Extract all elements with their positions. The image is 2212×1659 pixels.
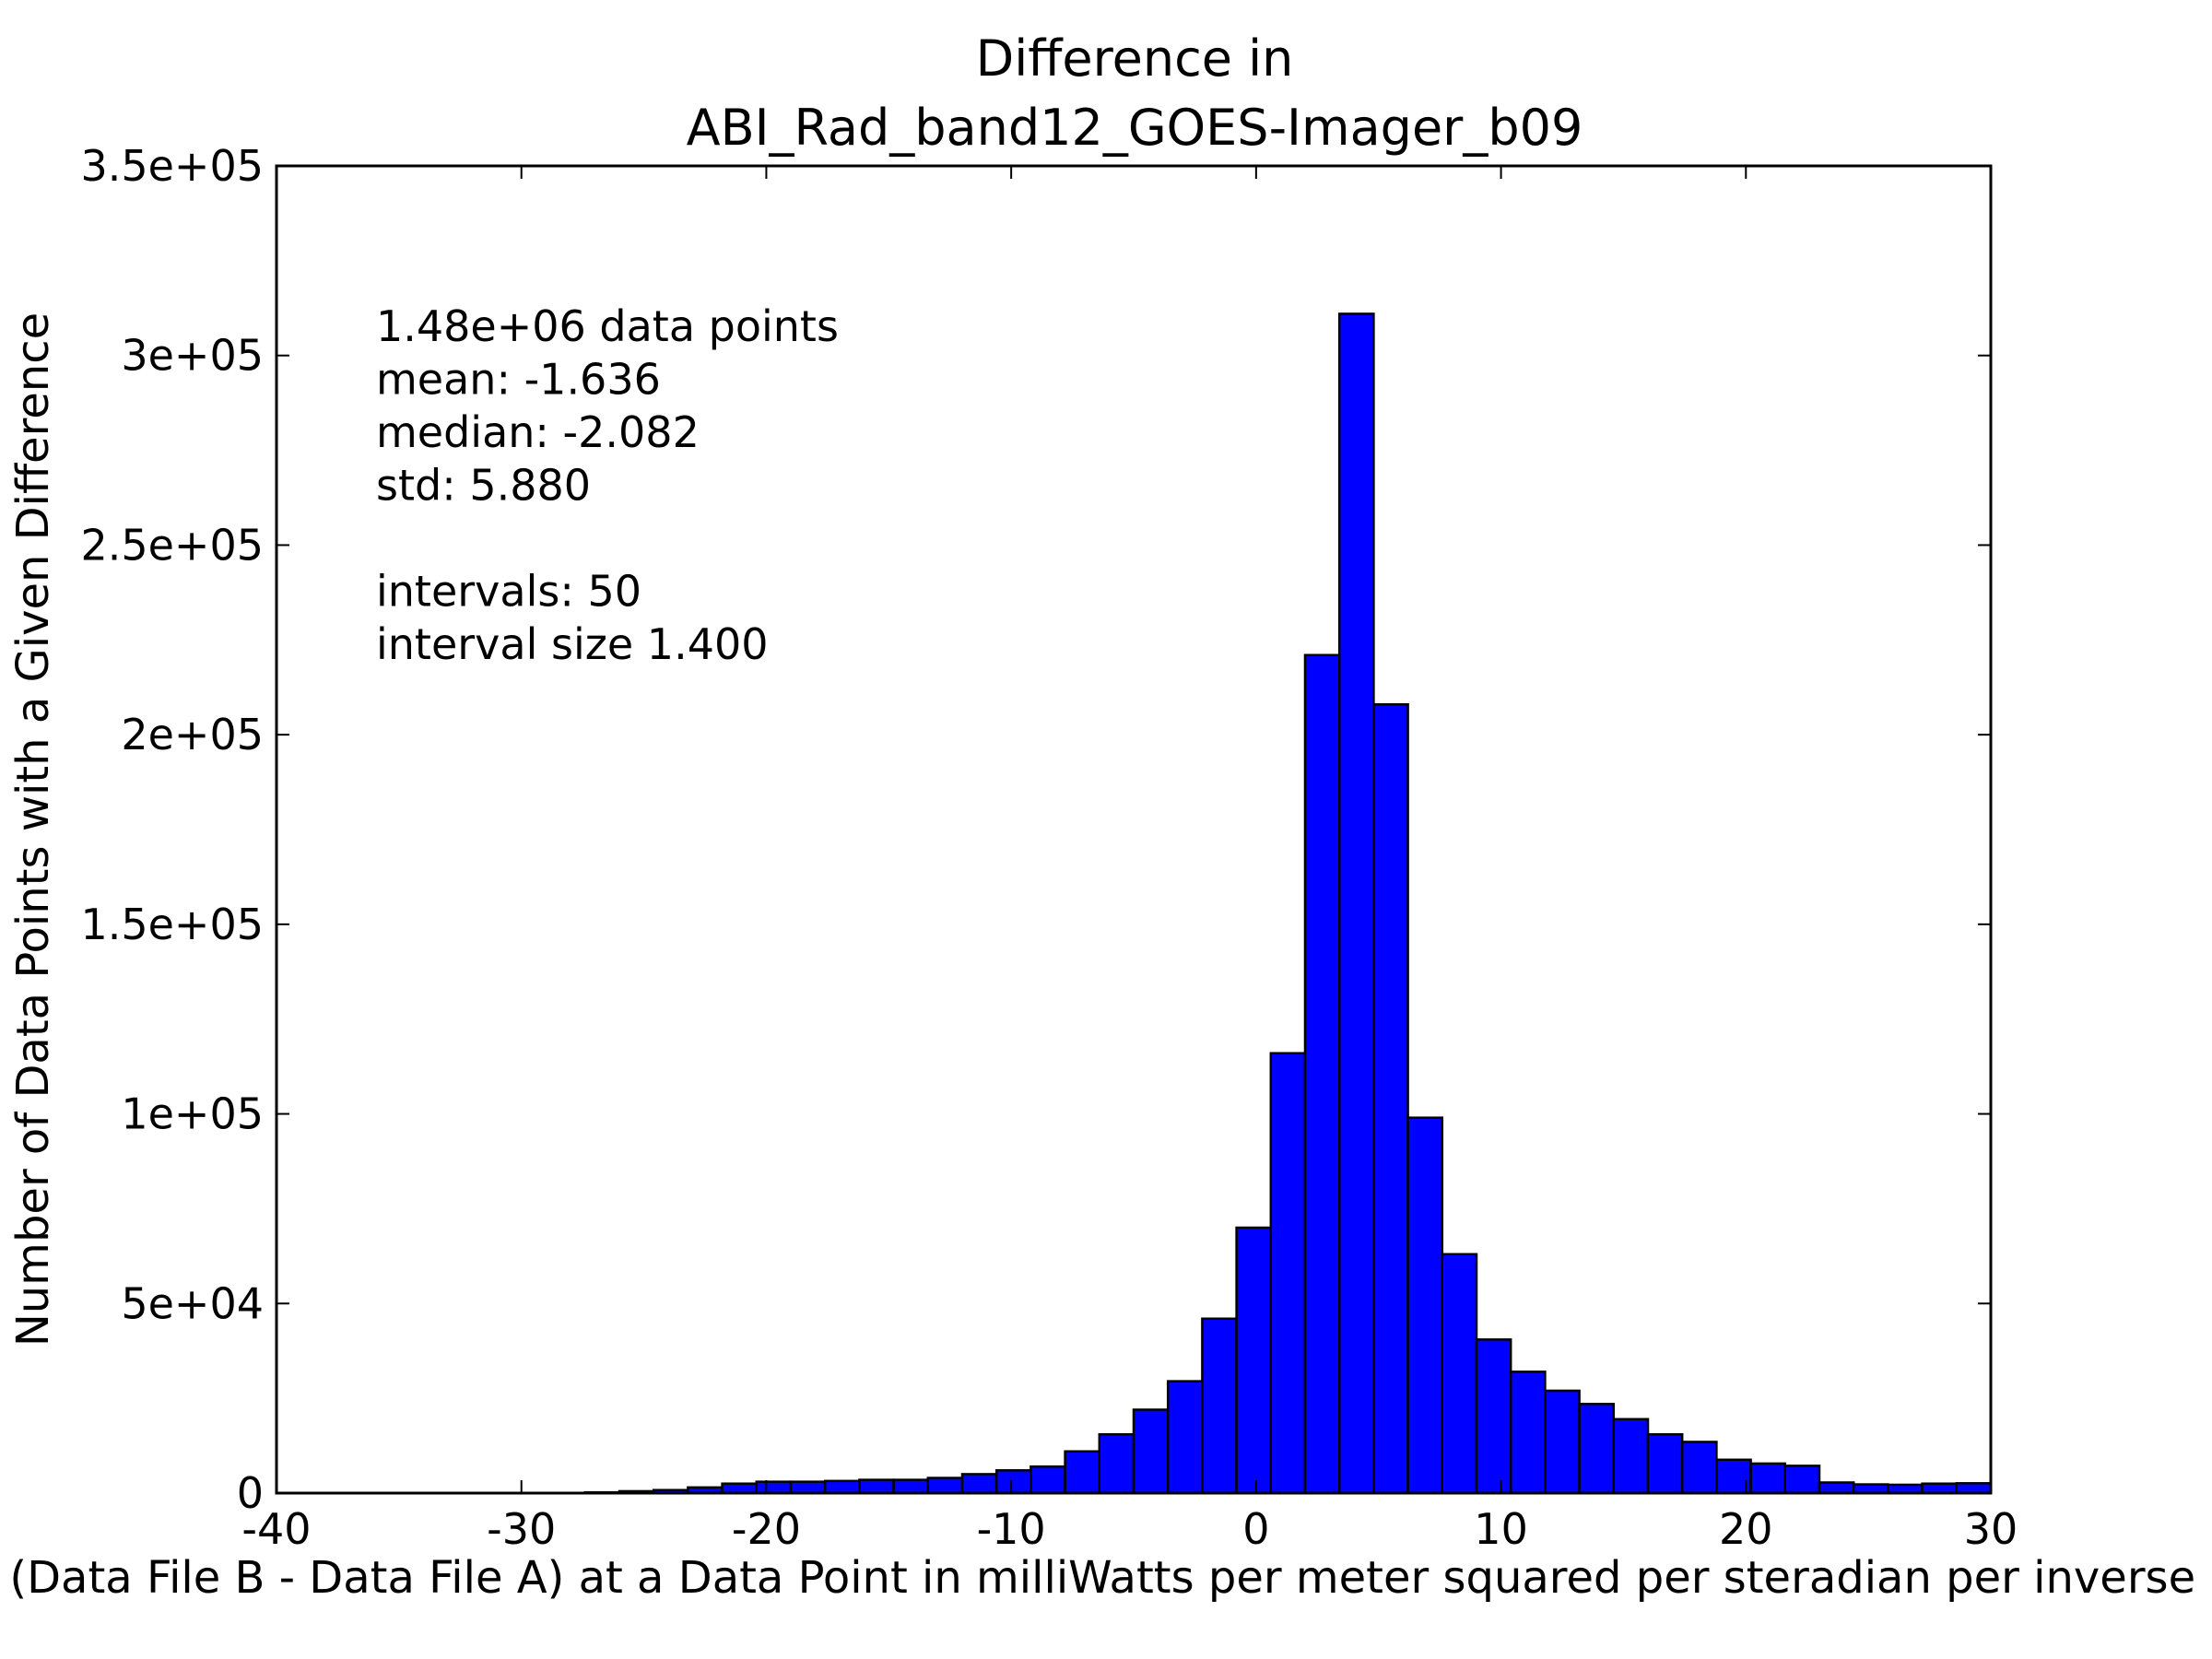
histogram-bar — [789, 1480, 827, 1495]
histogram-bar — [1166, 1380, 1204, 1495]
histogram-bar — [755, 1480, 793, 1495]
histogram-bar — [858, 1478, 895, 1495]
histogram-bar — [1509, 1371, 1547, 1495]
y-tick-label: 5e+04 — [121, 1278, 264, 1328]
x-tick-label: -10 — [977, 1504, 1046, 1554]
y-tick-label: 3e+05 — [121, 331, 264, 381]
x-tick-label: -20 — [732, 1504, 801, 1554]
histogram-bar — [1749, 1462, 1787, 1495]
stats-line: interval size 1.400 — [376, 619, 769, 669]
histogram-bar — [892, 1478, 930, 1495]
x-tick-label: -40 — [241, 1504, 311, 1554]
x-axis-label: Value of (Data File B - Data File A) at … — [0, 1552, 2212, 1604]
y-axis-label: Number of Data Points with a Given Diffe… — [7, 312, 59, 1347]
histogram-bar — [721, 1482, 759, 1495]
histogram-bar — [823, 1479, 861, 1495]
y-tick-label: 0 — [237, 1468, 264, 1518]
histogram-bar — [1646, 1432, 1684, 1495]
y-tick-label: 2e+05 — [121, 710, 264, 759]
x-tick-label: 0 — [1242, 1504, 1269, 1554]
stats-line: 1.48e+06 data points — [376, 301, 839, 351]
stats-line: median: -2.082 — [376, 407, 700, 457]
histogram-bar — [926, 1477, 964, 1495]
histogram-bar — [1441, 1253, 1478, 1495]
plot-frame — [275, 164, 1993, 1495]
x-tick-label: -30 — [487, 1504, 556, 1554]
x-tick-label: 10 — [1474, 1504, 1528, 1554]
histogram-bar — [1372, 702, 1409, 1495]
bars-group — [583, 312, 1993, 1495]
stats-line: std: 5.880 — [376, 461, 591, 511]
histogram-bar — [1337, 312, 1375, 1495]
stats-line: mean: -1.636 — [376, 355, 661, 405]
histogram-bar — [1921, 1482, 1959, 1495]
histogram-bar — [1132, 1408, 1170, 1495]
histogram-bar — [1783, 1465, 1821, 1495]
histogram-bar — [1064, 1450, 1101, 1495]
histogram-bar — [1955, 1482, 1993, 1495]
histogram-bar — [1098, 1432, 1135, 1495]
x-tick-label: 20 — [1719, 1504, 1773, 1554]
histogram-bar — [1544, 1389, 1581, 1495]
y-tick-label: 1e+05 — [121, 1089, 264, 1139]
histogram-bar — [1235, 1226, 1273, 1495]
ticks-group: -40 -30 -20 -10 0 10 20 30 0 5e+04 1e+05 1.5e+05 2e+… — [80, 141, 2018, 1554]
histogram-bar — [1680, 1441, 1718, 1495]
histogram-bar — [1269, 1052, 1307, 1495]
histogram-bar — [994, 1469, 1032, 1495]
histogram-bar — [1303, 653, 1341, 1495]
histogram-bar — [960, 1473, 998, 1495]
stats-line: intervals: 50 — [376, 567, 641, 617]
y-tick-label: 3.5e+05 — [80, 141, 264, 191]
x-tick-label: 30 — [1964, 1504, 2018, 1554]
chart-title-line-2: ABI_Rad_band12_GOES-Imager_b09 — [687, 99, 1583, 157]
y-tick-label: 2.5e+05 — [80, 520, 264, 570]
histogram-bar — [1030, 1465, 1066, 1495]
chart-title-line-1: Difference in — [976, 29, 1294, 88]
histogram-bar — [1578, 1403, 1616, 1495]
y-tick-label: 1.5e+05 — [80, 900, 264, 949]
histogram-bar — [1612, 1418, 1650, 1495]
histogram-bar — [1201, 1317, 1238, 1495]
histogram-bar — [1406, 1116, 1444, 1495]
histogram-bar — [1475, 1338, 1512, 1495]
histogram-bar — [1818, 1481, 1855, 1495]
